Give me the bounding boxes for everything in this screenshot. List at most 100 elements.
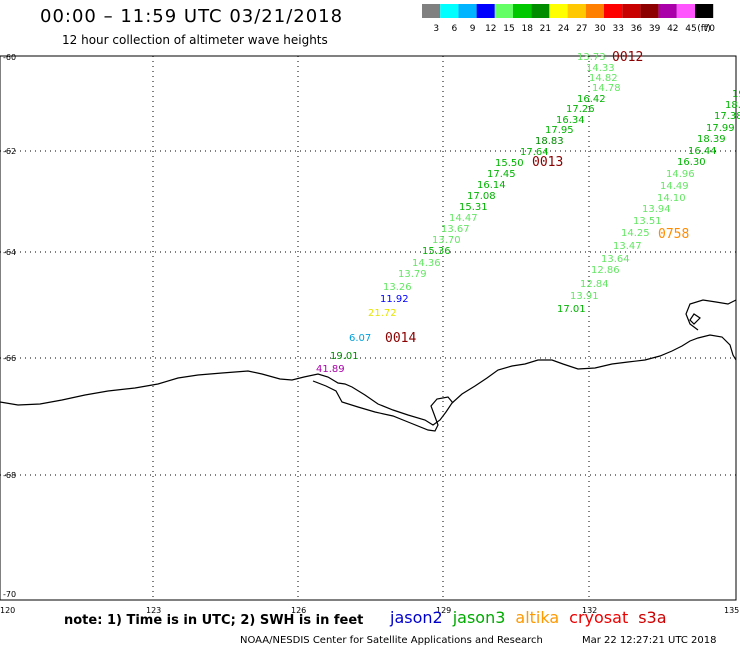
scale-label: 3 <box>433 24 439 34</box>
scale-swatch <box>440 4 459 18</box>
scale-label: 70 <box>703 24 715 34</box>
wave-height-label: 17.95 <box>545 125 574 136</box>
scale-swatch <box>604 4 623 18</box>
scale-label: 27 <box>576 24 587 34</box>
wave-height-label: 13.70 <box>432 235 461 246</box>
wave-height-label: 18.39 <box>697 134 726 145</box>
wave-height-label: 19 <box>732 89 740 100</box>
scale-label: 39 <box>649 24 661 34</box>
footnote: note: 1) Time is in UTC; 2) SWH is in fe… <box>64 613 364 628</box>
wave-height-label: 13.73 <box>577 52 606 63</box>
lon-tick: 123 <box>146 606 161 615</box>
wave-height-label: 16.30 <box>677 157 706 168</box>
scale-label: 21 <box>540 24 551 34</box>
wave-height-label: 14.78 <box>592 83 621 94</box>
wave-height-label: 14.25 <box>621 228 650 239</box>
scale-swatch <box>676 4 695 18</box>
wave-height-label: 16.14 <box>477 180 506 191</box>
legend-item-altika: altika <box>515 608 560 627</box>
wave-height-label: 14.33 <box>586 63 615 74</box>
wave-height-label: 15.36 <box>422 246 451 257</box>
wave-height-label: 17.01 <box>557 304 586 315</box>
lon-tick: 126 <box>291 606 306 615</box>
pass-time-label: 0014 <box>385 331 416 346</box>
wave-height-label: 6.07 <box>349 333 371 344</box>
wave-height-label: 18.83 <box>535 136 564 147</box>
lat-tick: -60 <box>3 53 16 62</box>
scale-swatch <box>549 4 568 18</box>
lon-tick: 120 <box>0 606 15 615</box>
wave-height-label: 14.49 <box>660 181 689 192</box>
pass-time-label: 0758 <box>658 227 689 242</box>
wave-height-label: 17.64 <box>520 147 549 158</box>
plot-frame <box>0 55 737 601</box>
wave-height-label: 18. <box>725 100 740 111</box>
wave-height-label: 14.82 <box>589 73 618 84</box>
scale-label: 30 <box>594 24 606 34</box>
scale-label: 6 <box>452 24 458 34</box>
page-subtitle: 12 hour collection of altimeter wave hei… <box>62 33 328 47</box>
graticule <box>0 56 736 600</box>
legend-item-jason2: jason2 <box>390 608 443 627</box>
lat-tick: -70 <box>3 590 16 599</box>
wave-height-label: 15.31 <box>459 202 488 213</box>
scale-swatch <box>585 4 604 18</box>
wave-height-label: 13.79 <box>398 269 427 280</box>
pass-time-labels: 0012 0013 0014 0758 <box>385 50 689 346</box>
scale-swatch <box>476 4 495 18</box>
credit-line: NOAA/NESDIS Center for Satellite Applica… <box>240 635 543 646</box>
scale-swatch <box>622 4 641 18</box>
wave-height-label: 16.44 <box>688 146 717 157</box>
wave-height-label: 14.36 <box>412 258 441 269</box>
wave-height-label: 13.91 <box>570 291 599 302</box>
antarctic-coastline <box>0 299 737 432</box>
wave-height-label: 17.08 <box>467 191 496 202</box>
scale-swatch <box>494 4 513 18</box>
wave-height-label: 12.84 <box>580 279 609 290</box>
scale-label: 15 <box>503 24 514 34</box>
scale-swatch <box>567 4 586 18</box>
scale-swatch <box>531 4 550 18</box>
wave-height-color-scale: 3 6 9 12 15 18 21 24 27 30 33 36 39 42 45 70(ft) <box>422 4 715 34</box>
page-title: 00:00 – 11:59 UTC 03/21/2018 <box>40 6 344 27</box>
lat-tick: -64 <box>3 248 16 257</box>
scale-swatch <box>513 4 532 18</box>
scale-label: 36 <box>631 24 643 34</box>
wave-height-label: 13.47 <box>613 241 642 252</box>
scale-label: 9 <box>470 24 476 34</box>
legend-item-s3a: s3a <box>638 608 667 627</box>
wave-height-label: 41.89 <box>316 364 345 375</box>
wave-height-label: 15.50 <box>495 158 524 169</box>
lon-tick: 132 <box>582 606 597 615</box>
scale-label: 42 <box>667 24 678 34</box>
wave-height-label: 21.72 <box>368 308 397 319</box>
lon-tick: 129 <box>436 606 451 615</box>
scale-label: 18 <box>521 24 533 34</box>
scale-label: 33 <box>612 24 623 34</box>
pass-time-label: 0012 <box>612 50 643 65</box>
legend-item-cryosat: cryosat <box>569 608 629 627</box>
wave-height-label: 13.51 <box>633 216 662 227</box>
scale-swatch <box>640 4 659 18</box>
scale-label: 45 <box>685 24 696 34</box>
wave-height-label: 17.99 <box>706 123 735 134</box>
wave-height-label: 16.42 <box>577 94 606 105</box>
wave-height-label: 13.67 <box>441 224 470 235</box>
scale-label: 12 <box>485 24 496 34</box>
scale-label: 24 <box>558 24 570 34</box>
scale-swatch <box>658 4 677 18</box>
generated-timestamp: Mar 22 12:27:21 UTC 2018 <box>582 635 717 646</box>
scale-unit: (ft) <box>697 24 711 34</box>
scale-swatch <box>422 4 441 18</box>
lat-axis: -60 -62 -64 -66 -68 -70 <box>3 53 16 599</box>
wave-height-label: 12.86 <box>591 265 620 276</box>
legend-item-jason3: jason3 <box>452 608 506 627</box>
wave-height-label: 14.96 <box>666 169 695 180</box>
wave-height-label: 17.26 <box>566 104 595 115</box>
wave-height-label: 17.45 <box>487 169 516 180</box>
wave-height-label: 11.92 <box>380 294 409 305</box>
lon-axis: 120 123 126 129 132 135 <box>0 606 739 615</box>
wave-height-label: 16.34 <box>556 115 585 126</box>
wave-height-label: 14.47 <box>449 213 478 224</box>
